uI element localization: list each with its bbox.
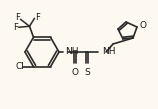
Text: O: O: [140, 21, 147, 31]
Text: NH: NH: [65, 48, 79, 56]
Text: S: S: [84, 68, 90, 77]
Text: Cl: Cl: [15, 62, 24, 71]
Text: F: F: [15, 13, 20, 22]
Text: F: F: [13, 23, 18, 32]
Text: F: F: [35, 13, 40, 22]
Text: O: O: [72, 68, 79, 77]
Text: NH: NH: [102, 48, 115, 56]
